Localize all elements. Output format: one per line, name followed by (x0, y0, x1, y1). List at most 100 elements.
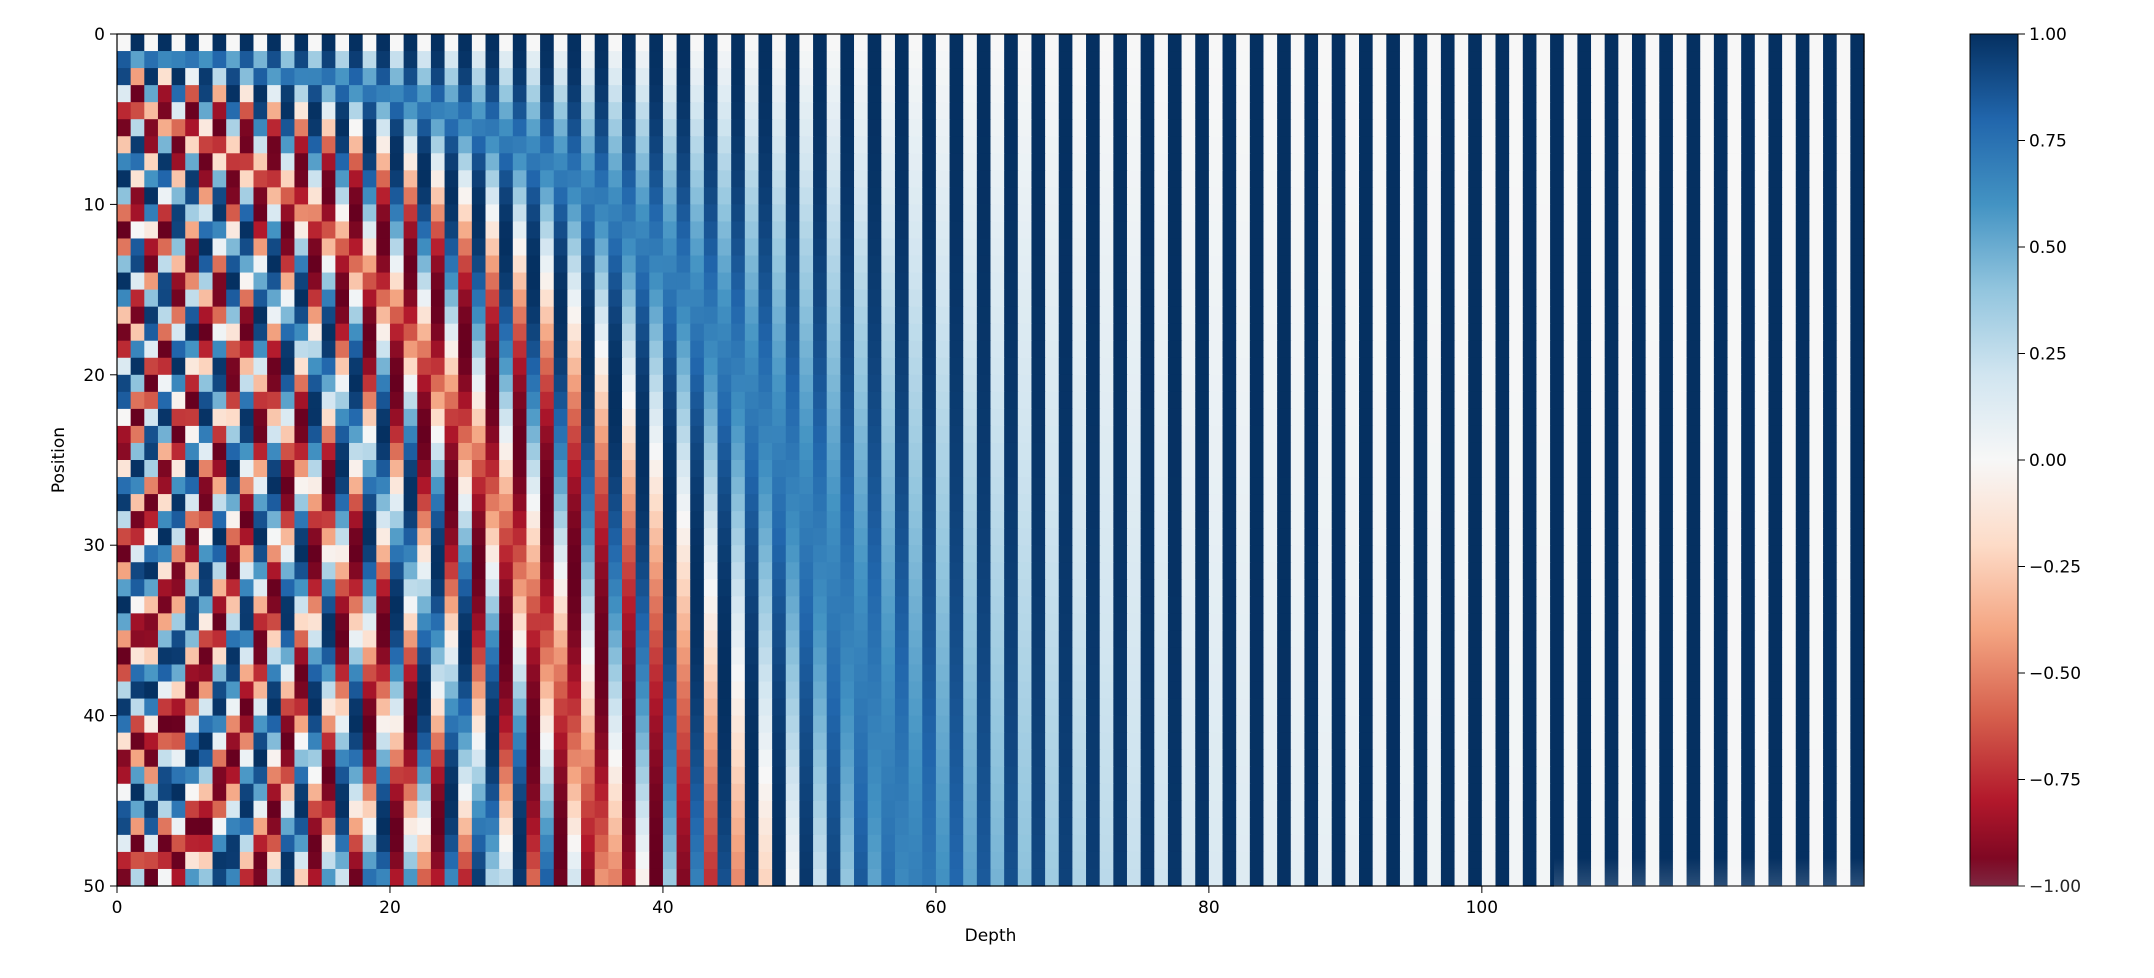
heatmap-cell (1372, 306, 1387, 325)
heatmap-cell (471, 51, 487, 69)
heatmap-cell (1236, 664, 1251, 683)
heatmap-cell (881, 374, 896, 393)
heatmap-cell (635, 494, 650, 512)
heatmap-cell (1836, 187, 1851, 205)
heatmap-cell (1304, 323, 1319, 342)
heatmap-cell (185, 391, 200, 410)
heatmap-cell (1659, 442, 1674, 461)
heatmap-cell (1113, 136, 1128, 154)
heatmap-cell (1440, 272, 1456, 291)
heatmap-cell (430, 374, 446, 393)
heatmap-cell (553, 85, 568, 103)
heatmap-cell (526, 34, 541, 52)
heatmap-cell (744, 613, 760, 631)
heatmap-cell (1167, 102, 1183, 120)
heatmap-cell (1550, 306, 1565, 325)
heatmap-cell (908, 647, 923, 666)
heatmap-cell (1686, 51, 1701, 69)
heatmap-cell (458, 238, 473, 257)
heatmap-cell (226, 255, 241, 274)
heatmap-cell (458, 170, 473, 188)
heatmap-cell (990, 340, 1005, 359)
heatmap-cell (990, 255, 1005, 274)
heatmap-cell (1754, 391, 1770, 410)
heatmap-cell (471, 306, 487, 325)
heatmap-cell (854, 477, 869, 495)
heatmap-cell (1468, 68, 1483, 86)
heatmap-cell (1126, 630, 1142, 649)
heatmap-cell (676, 562, 691, 580)
heatmap-cell (717, 613, 732, 631)
heatmap-cell (813, 613, 828, 631)
heatmap-cell (731, 34, 746, 52)
heatmap-cell (1086, 391, 1101, 410)
heatmap-cell (294, 323, 309, 342)
heatmap-cell (1440, 255, 1456, 274)
heatmap-cell (1672, 306, 1688, 325)
heatmap-cell (1591, 272, 1606, 291)
heatmap-cell (1741, 408, 1756, 427)
heatmap-cell (526, 255, 541, 274)
heatmap-cell (1631, 374, 1647, 393)
heatmap-cell (1195, 596, 1210, 614)
heatmap-cell (1850, 51, 1865, 69)
heatmap-cell (1372, 238, 1387, 257)
heatmap-cell (1481, 511, 1497, 529)
heatmap-cell (267, 238, 282, 257)
heatmap-cell (581, 238, 596, 257)
heatmap-cell (1440, 340, 1456, 359)
heatmap-cell (1795, 68, 1811, 86)
heatmap-cell (1495, 340, 1510, 359)
heatmap-cell (1536, 34, 1551, 52)
heatmap-cell (1850, 494, 1865, 512)
heatmap-cell (799, 255, 814, 274)
heatmap-cell (717, 136, 732, 154)
heatmap-cell (594, 442, 609, 461)
heatmap-cell (430, 613, 446, 631)
heatmap-cell (376, 187, 391, 205)
heatmap-cell (1659, 647, 1674, 666)
heatmap-cell (1113, 51, 1128, 69)
heatmap-cell (499, 306, 514, 325)
heatmap-cell (417, 153, 432, 171)
heatmap-cell (1126, 391, 1142, 410)
heatmap-cell (608, 545, 623, 563)
heatmap-cell (649, 170, 664, 188)
heatmap-cell (321, 85, 336, 103)
heatmap-cell (553, 289, 568, 308)
heatmap-cell (1058, 119, 1073, 137)
heatmap-cell (813, 306, 828, 325)
heatmap-cell (744, 34, 760, 52)
heatmap-cell (1823, 289, 1838, 308)
heatmap-cell (117, 221, 132, 240)
heatmap-cell (185, 477, 200, 495)
heatmap-cell (608, 289, 623, 308)
heatmap-cell (1672, 221, 1688, 240)
heatmap-cell (1359, 596, 1374, 614)
heatmap-cell (1372, 153, 1387, 171)
heatmap-cell (935, 272, 951, 291)
heatmap-cell (1208, 51, 1224, 69)
heatmap-cell (785, 340, 801, 359)
heatmap-cell (594, 289, 609, 308)
heatmap-cell (1208, 579, 1224, 597)
heatmap-cell (512, 153, 528, 171)
heatmap-cell (1086, 494, 1101, 512)
heatmap-cell (1099, 238, 1114, 257)
heatmap-cell (1454, 221, 1469, 240)
heatmap-cell (1427, 579, 1442, 597)
heatmap-cell (308, 238, 323, 257)
heatmap-cell (1236, 391, 1251, 410)
heatmap-cell (1795, 51, 1811, 69)
heatmap-cell (1045, 340, 1060, 359)
heatmap-cell (758, 102, 773, 120)
heatmap-cell (963, 187, 978, 205)
heatmap-cell (458, 340, 473, 359)
heatmap-cell (267, 630, 282, 649)
heatmap-cell (1768, 204, 1783, 223)
heatmap-cell (1713, 613, 1729, 631)
heatmap-cell (417, 289, 432, 308)
heatmap-cell (731, 238, 746, 257)
heatmap-cell (1386, 664, 1401, 683)
heatmap-cell (130, 442, 145, 461)
